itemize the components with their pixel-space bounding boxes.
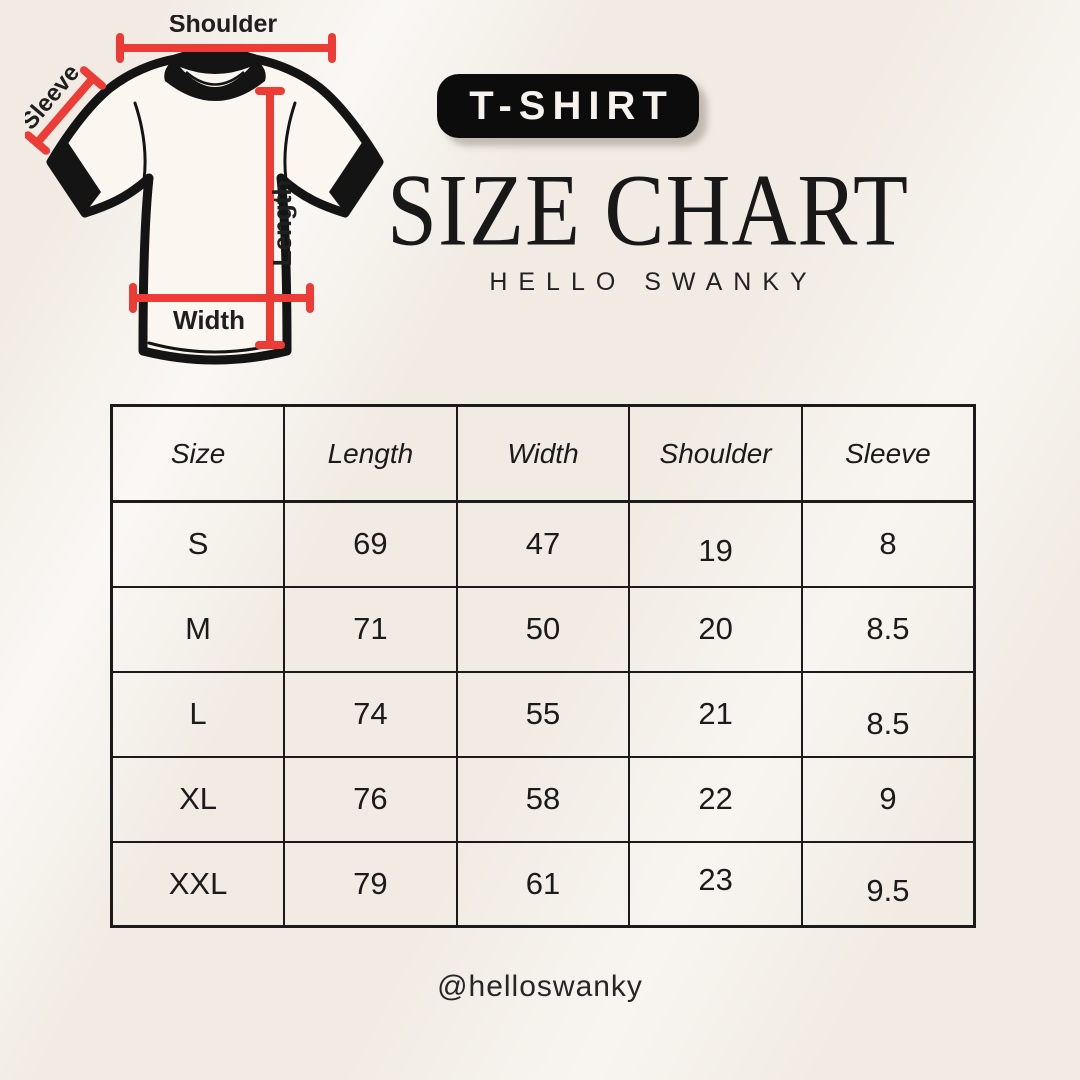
column-header: Shoulder xyxy=(628,404,803,503)
header-row: Size Length Width Shoulder Sleeve xyxy=(110,404,976,503)
sleeve-measure xyxy=(25,66,107,155)
shoulder-label: Shoulder xyxy=(169,15,278,38)
table-cell: 8 xyxy=(800,500,976,588)
left-fold-line xyxy=(133,101,147,182)
table-cell: L xyxy=(110,670,286,758)
table-cell: 20 xyxy=(628,585,803,673)
category-badge: T-SHIRT xyxy=(437,74,699,138)
size-table: Size Length Width Shoulder Sleeve S 69 47 19 8 M 7… xyxy=(110,404,976,928)
tshirt-outline xyxy=(46,47,384,365)
page-title: SIZE CHART xyxy=(386,154,910,268)
table-cell: 71 xyxy=(283,585,458,673)
table-cell: S xyxy=(110,500,286,588)
table-cell: 23 xyxy=(628,840,803,928)
length-label: Length xyxy=(267,180,297,267)
table-cell: 8.5 xyxy=(800,670,976,758)
table-cell: 50 xyxy=(455,585,631,673)
width-measure xyxy=(129,283,314,313)
table-cell: 58 xyxy=(455,755,631,843)
left-cuff xyxy=(51,141,101,213)
size-table-header: Size Length Width Shoulder Sleeve xyxy=(110,404,976,503)
table-row: XXL 79 61 23 9.5 xyxy=(110,840,976,928)
width-label: Width xyxy=(173,305,245,335)
table-cell: 19 xyxy=(628,500,803,588)
table-cell: 55 xyxy=(455,670,631,758)
shoulder-measure xyxy=(116,33,336,63)
table-cell: 47 xyxy=(455,500,631,588)
table-cell: 76 xyxy=(283,755,458,843)
table-cell: 9.5 xyxy=(800,840,976,928)
tshirt-illustration: Shoulder Sleeve Length Width xyxy=(25,15,384,365)
measure-lines xyxy=(25,33,336,349)
table-cell: 69 xyxy=(283,500,458,588)
column-header: Sleeve xyxy=(800,404,976,503)
brand-subtitle: HELLO SWANKY xyxy=(489,268,818,296)
table-row: M 71 50 20 8.5 xyxy=(110,585,976,673)
table-cell: 9 xyxy=(800,755,976,843)
column-header: Width xyxy=(455,404,631,503)
size-table-body: S 69 47 19 8 M 71 50 20 8.5 L 74 55 21 8.5 XL 76 58 22 9 XXL… xyxy=(110,500,976,928)
right-cuff xyxy=(329,141,379,213)
table-cell: 8.5 xyxy=(800,585,976,673)
table-cell: 74 xyxy=(283,670,458,758)
length-measure xyxy=(255,87,285,349)
table-cell: XL xyxy=(110,755,286,843)
table-row: L 74 55 21 8.5 xyxy=(110,670,976,758)
collar-seam xyxy=(185,71,245,86)
table-row: XL 76 58 22 9 xyxy=(110,755,976,843)
column-header: Size xyxy=(110,404,286,503)
table-cell: 61 xyxy=(455,840,631,928)
column-header: Length xyxy=(283,404,458,503)
table-cell: M xyxy=(110,585,286,673)
table-cell: XXL xyxy=(110,840,286,928)
social-handle: @helloswanky xyxy=(437,970,643,1003)
right-fold-line xyxy=(283,101,297,182)
table-row: S 69 47 19 8 xyxy=(110,500,976,588)
collar-inner xyxy=(180,67,250,87)
table-cell: 22 xyxy=(628,755,803,843)
table-cell: 21 xyxy=(628,670,803,758)
tshirt-body xyxy=(46,47,384,365)
table-cell: 79 xyxy=(283,840,458,928)
category-badge-label: T-SHIRT xyxy=(469,83,674,128)
